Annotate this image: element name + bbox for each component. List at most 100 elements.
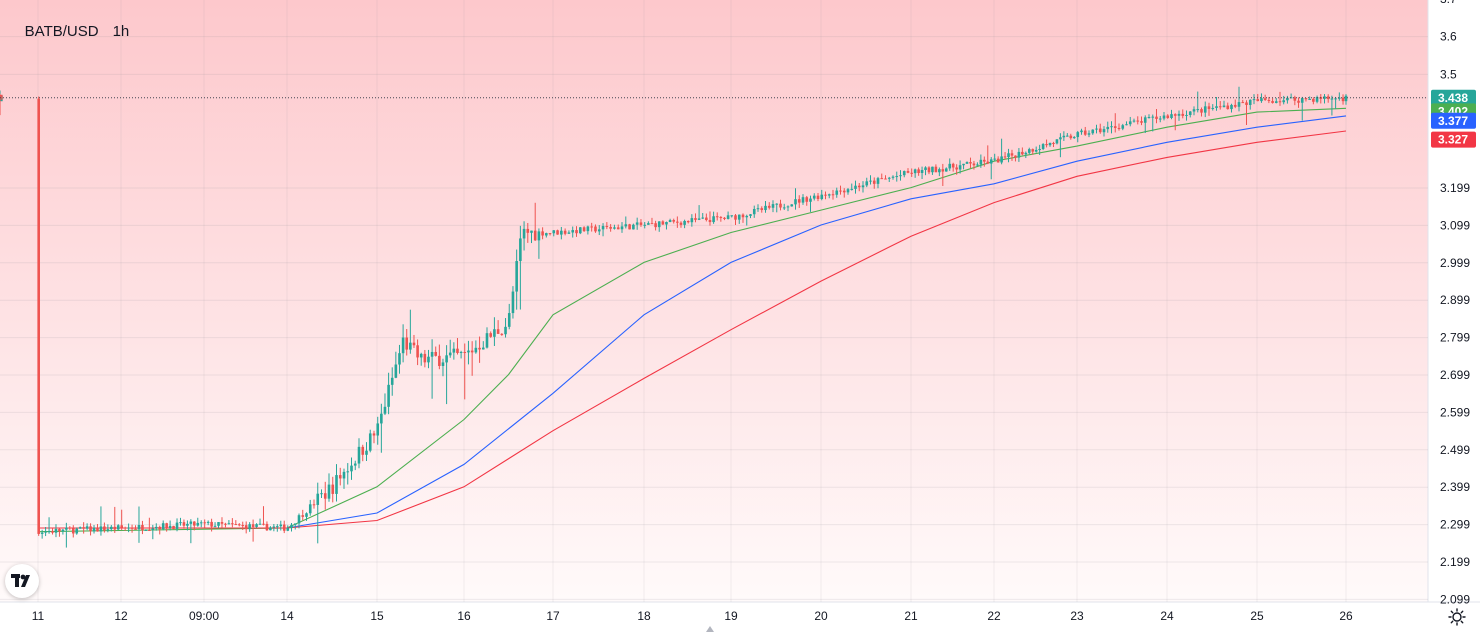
candle-up[interactable] xyxy=(276,524,279,532)
candle-up[interactable] xyxy=(812,193,816,201)
candle-up[interactable] xyxy=(913,168,917,178)
candle-down[interactable] xyxy=(51,528,54,535)
candle-down[interactable] xyxy=(1326,94,1330,103)
candle-up[interactable] xyxy=(144,529,148,531)
candle-down[interactable] xyxy=(1312,97,1315,105)
candle-up[interactable] xyxy=(485,327,489,349)
candle-up[interactable] xyxy=(151,524,155,540)
candle-down[interactable] xyxy=(71,525,75,538)
candle-up[interactable] xyxy=(752,205,756,218)
candle-up[interactable] xyxy=(519,225,522,310)
candle-down[interactable] xyxy=(541,227,544,240)
candle-up[interactable] xyxy=(1076,130,1080,143)
candle-up[interactable] xyxy=(441,358,445,377)
candle-down[interactable] xyxy=(705,213,708,222)
candle-up[interactable] xyxy=(186,520,189,531)
candle-down[interactable] xyxy=(416,339,419,366)
candle-up[interactable] xyxy=(1230,103,1233,113)
candle-down[interactable] xyxy=(478,336,481,363)
candle-up[interactable] xyxy=(409,309,412,354)
candle-down[interactable] xyxy=(1263,94,1267,101)
candle-down[interactable] xyxy=(779,199,782,211)
candle-up[interactable] xyxy=(1128,116,1132,127)
candle-down[interactable] xyxy=(694,213,697,223)
interval-label[interactable]: 1h xyxy=(112,23,130,40)
candle-up[interactable] xyxy=(110,525,113,532)
candle-down[interactable] xyxy=(1278,91,1282,106)
candle-down[interactable] xyxy=(1271,98,1274,104)
candle-up[interactable] xyxy=(327,473,331,502)
candle-up[interactable] xyxy=(749,214,752,219)
candle-up[interactable] xyxy=(445,345,448,405)
candle-down[interactable] xyxy=(312,499,316,509)
candle-down[interactable] xyxy=(361,444,365,462)
candle-up[interactable] xyxy=(116,524,120,531)
candle-up[interactable] xyxy=(948,158,952,171)
candle-up[interactable] xyxy=(1338,92,1341,101)
candle-up[interactable] xyxy=(657,221,661,232)
candle-down[interactable] xyxy=(82,522,85,534)
candle-down[interactable] xyxy=(917,167,920,176)
candle-down[interactable] xyxy=(1173,113,1177,131)
candle-up[interactable] xyxy=(579,226,582,235)
candle-down[interactable] xyxy=(872,177,876,189)
candle-down[interactable] xyxy=(1233,99,1237,109)
candle-up[interactable] xyxy=(293,523,297,530)
candle-down[interactable] xyxy=(220,517,224,529)
candle-up[interactable] xyxy=(459,350,463,359)
candle-down[interactable] xyxy=(1304,97,1308,102)
candle-up[interactable] xyxy=(989,157,993,180)
candle-down[interactable] xyxy=(1003,152,1007,160)
candle-down[interactable] xyxy=(609,224,612,232)
candle-down[interactable] xyxy=(331,476,335,503)
scroll-handle-icon[interactable] xyxy=(706,626,714,632)
candle-down[interactable] xyxy=(231,518,234,528)
candle-up[interactable] xyxy=(1048,142,1052,147)
candle-up[interactable] xyxy=(571,226,575,238)
candle-down[interactable] xyxy=(1113,113,1117,133)
candle-up[interactable] xyxy=(902,170,906,178)
candle-down[interactable] xyxy=(405,329,409,356)
candle-up[interactable] xyxy=(1344,94,1348,105)
candle-up[interactable] xyxy=(1147,114,1151,119)
candle-down[interactable] xyxy=(628,223,631,230)
candle-down[interactable] xyxy=(1341,94,1345,105)
candle-down[interactable] xyxy=(1241,99,1245,104)
candle-down[interactable] xyxy=(1140,116,1143,126)
candle-up[interactable] xyxy=(1282,95,1285,105)
candle-up[interactable] xyxy=(530,230,533,244)
candle-up[interactable] xyxy=(217,522,220,528)
candle-up[interactable] xyxy=(938,167,941,177)
candle-up[interactable] xyxy=(401,324,405,363)
candle-up[interactable] xyxy=(850,183,854,191)
candle-up[interactable] xyxy=(1252,94,1256,105)
candle-up[interactable] xyxy=(1203,101,1207,118)
candle-up[interactable] xyxy=(419,352,423,366)
candle-down[interactable] xyxy=(158,525,162,535)
candle-down[interactable] xyxy=(113,506,117,533)
candle-up[interactable] xyxy=(1143,115,1147,133)
candle-up[interactable] xyxy=(643,222,647,229)
candle-up[interactable] xyxy=(647,221,650,225)
candle-up[interactable] xyxy=(899,170,902,181)
candle-up[interactable] xyxy=(869,175,872,185)
candle-up[interactable] xyxy=(286,525,290,532)
candle-up[interactable] xyxy=(308,499,312,516)
candle-up[interactable] xyxy=(1185,110,1188,121)
candle-up[interactable] xyxy=(1110,121,1113,134)
candle-up[interactable] xyxy=(726,211,730,220)
candle-up[interactable] xyxy=(809,195,812,212)
candle-up[interactable] xyxy=(1007,148,1010,163)
candle-down[interactable] xyxy=(969,157,972,169)
candle-up[interactable] xyxy=(979,154,983,168)
candle-up[interactable] xyxy=(1055,139,1059,145)
candle-up[interactable] xyxy=(175,518,179,532)
candle-up[interactable] xyxy=(931,166,934,175)
candle-up[interactable] xyxy=(127,523,130,533)
candle-up[interactable] xyxy=(507,303,511,330)
candle-down[interactable] xyxy=(1200,107,1203,117)
candle-up[interactable] xyxy=(1177,110,1181,121)
candle-up[interactable] xyxy=(1000,138,1003,165)
candle-down[interactable] xyxy=(1207,102,1211,116)
candle-down[interactable] xyxy=(548,233,552,236)
